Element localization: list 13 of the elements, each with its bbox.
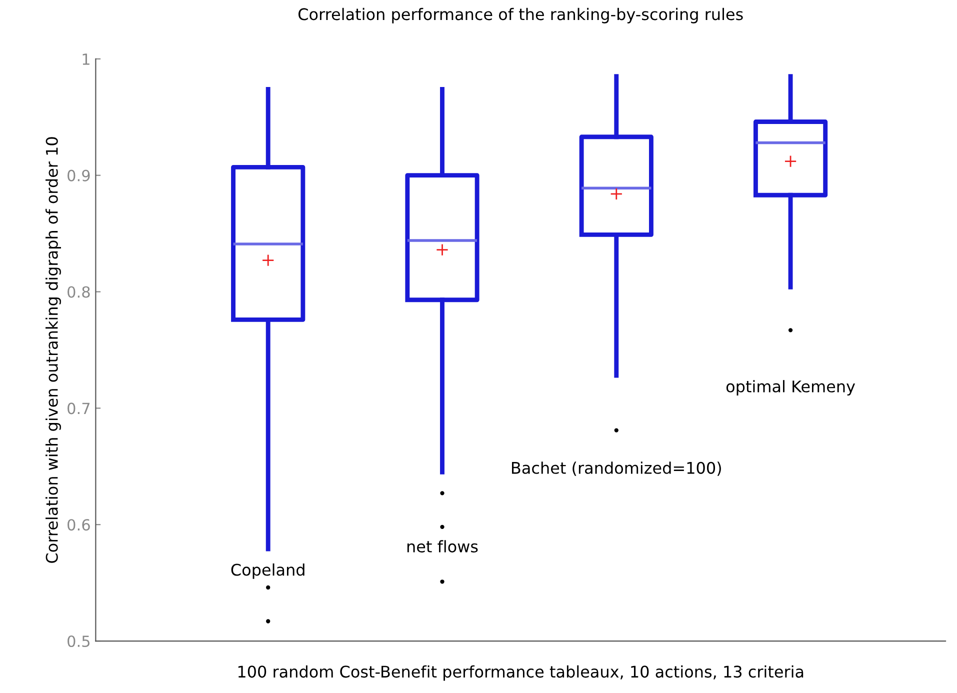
y-tick-label: 0.8 xyxy=(68,286,90,298)
x-axis-title: 100 random Cost-Benefit performance tableaux, 10 actions, 13 criteria xyxy=(238,665,804,681)
annotation: Copeland xyxy=(231,563,304,579)
annotation: optimal Kemeny xyxy=(726,380,856,396)
annotation: net flows xyxy=(407,540,478,553)
y-axis-title: Correlation with given outranking digraph of order 10 xyxy=(46,137,61,563)
annotation: Bachet (randomized=100) xyxy=(512,462,721,476)
y-tick-label: 0.9 xyxy=(68,170,90,182)
chart-title: Correlation performance of the ranking-by-scoring rules xyxy=(298,8,743,24)
y-tick-label: 0.7 xyxy=(68,402,90,414)
y-tick-label: 1 xyxy=(82,54,90,65)
y-tick-label: 0.5 xyxy=(68,635,90,648)
y-tick-label: 0.6 xyxy=(68,519,90,531)
